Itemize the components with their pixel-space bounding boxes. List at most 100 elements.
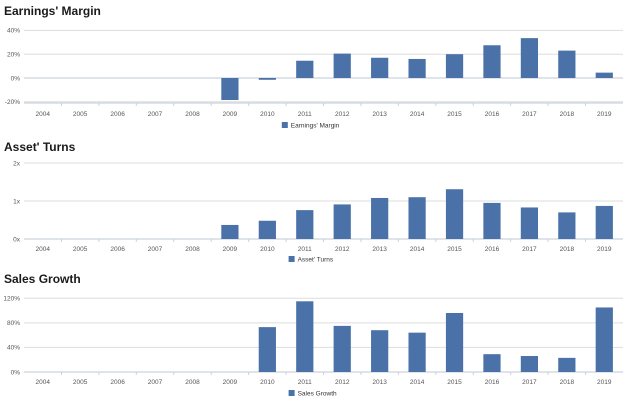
x-tick-label: 2011 [298, 246, 312, 253]
bar-2014 [408, 197, 426, 239]
bar-2014 [408, 58, 426, 78]
bar-2012 [333, 204, 351, 239]
sales-growth-panel: Sales Growth 0% 40% 80% 120% 2004 2005 2006 200… [0, 272, 628, 403]
bar-2017 [520, 38, 539, 78]
x-tick-label: 2016 [485, 246, 500, 253]
x-tick-label: 2008 [185, 379, 200, 386]
x-tick-label: 2018 [560, 246, 575, 253]
bar-2015 [445, 312, 464, 372]
bar-2016 [483, 202, 501, 239]
x-tick-label: 2013 [372, 246, 387, 253]
x-tick-label: 2007 [148, 379, 163, 386]
bar-2017 [520, 356, 539, 372]
legend-label: Sales Growth [298, 391, 337, 398]
y-tick-label: 40% [7, 345, 20, 352]
x-tick-label: 2007 [148, 111, 163, 118]
x-tick-label: 2004 [35, 111, 50, 118]
asset-turns-chart: 0x 1x 2x 2004 2005 2006 2007 2008 2009 2010 2011 20… [13, 160, 623, 264]
x-tick-label: 2009 [223, 246, 238, 253]
x-tick-label: 2018 [560, 111, 575, 118]
bar-2019 [595, 307, 613, 372]
earnings-margin-chart: -20% 0% 20% 40% 2004 2005 2006 2007 2008 2009 2010… [5, 28, 623, 130]
bar-2012 [333, 53, 351, 78]
legend-swatch [288, 256, 295, 262]
bar-2013 [371, 57, 389, 78]
bar-2012 [333, 325, 351, 372]
x-tick-label: 2009 [223, 379, 238, 386]
x-tick-label: 2012 [335, 379, 350, 386]
x-tick-label: 2008 [185, 246, 200, 253]
x-tick-label: 2017 [522, 379, 537, 386]
x-tick-label: 2014 [410, 246, 425, 253]
bar-2009 [221, 78, 239, 101]
earnings-margin-panel: Earnings' Margin -20% 0% 20% 40% 2004 2005 200… [0, 4, 628, 130]
x-tick-label: 2019 [597, 111, 612, 118]
legend-label: Earnings' Margin [291, 123, 340, 130]
bar-2019 [595, 205, 613, 239]
asset-turns-panel: Asset' Turns 0x 1x 2x 2004 2005 2006 2007 2008 2… [0, 140, 628, 268]
sales-growth-chart: 0% 40% 80% 120% 2004 2005 2006 2007 2008 2009 2010… [3, 296, 623, 398]
x-tick-label: 2015 [447, 246, 462, 253]
x-tick-label: 2015 [447, 111, 462, 118]
bar-2010 [258, 220, 276, 239]
x-tick-label: 2015 [447, 379, 462, 386]
x-tick-label: 2014 [410, 379, 425, 386]
x-tick-label: 2010 [260, 246, 275, 253]
asset-turns-title: Asset' Turns [4, 140, 76, 154]
x-tick-label: 2007 [148, 246, 163, 253]
bar-2014 [408, 332, 426, 372]
x-tick-label: 2006 [110, 379, 125, 386]
y-tick-label: 0% [11, 369, 21, 376]
bar-2016 [483, 45, 501, 78]
x-tick-label: 2010 [260, 111, 275, 118]
legend-swatch [288, 390, 295, 396]
bar-2011 [296, 301, 314, 372]
x-tick-label: 2010 [260, 379, 275, 386]
y-tick-label: 120% [3, 296, 20, 303]
x-tick-label: 2013 [372, 379, 387, 386]
x-tick-label: 2011 [298, 111, 312, 118]
x-tick-label: 2016 [485, 379, 500, 386]
x-tick-label: 2019 [597, 379, 612, 386]
x-tick-label: 2019 [597, 246, 612, 253]
bar-2010 [258, 327, 276, 372]
bar-2015 [445, 54, 464, 78]
x-tick-label: 2006 [110, 111, 125, 118]
x-tick-label: 2017 [522, 246, 537, 253]
x-tick-label: 2011 [298, 379, 312, 386]
bar-2016 [483, 354, 501, 372]
y-tick-label: 80% [7, 320, 20, 327]
legend-swatch [281, 122, 288, 128]
y-tick-label: -20% [5, 99, 20, 106]
bar-2011 [296, 60, 314, 78]
x-tick-label: 2004 [35, 246, 50, 253]
x-tick-label: 2013 [372, 111, 387, 118]
y-tick-label: 2x [13, 160, 21, 167]
bar-2015 [445, 189, 464, 239]
y-tick-label: 0% [11, 75, 21, 82]
x-tick-label: 2005 [73, 111, 88, 118]
x-tick-label: 2005 [73, 246, 88, 253]
y-tick-label: 20% [7, 51, 20, 58]
bar-2009 [221, 224, 239, 239]
x-tick-label: 2009 [223, 111, 238, 118]
legend-label: Asset' Turns [298, 257, 334, 264]
bar-2013 [371, 330, 389, 372]
bar-2018 [558, 212, 576, 239]
bar-2018 [558, 50, 576, 78]
x-tick-label: 2005 [73, 379, 88, 386]
y-tick-label: 1x [13, 198, 21, 205]
y-tick-label: 0x [13, 236, 21, 243]
y-tick-label: 40% [7, 28, 20, 35]
x-tick-label: 2014 [410, 111, 425, 118]
x-tick-label: 2006 [110, 246, 125, 253]
bar-2017 [520, 207, 539, 239]
sales-growth-title: Sales Growth [4, 272, 81, 286]
bar-2019 [595, 72, 613, 78]
x-tick-label: 2012 [335, 111, 350, 118]
bar-2018 [558, 357, 576, 372]
x-tick-label: 2012 [335, 246, 350, 253]
x-tick-label: 2017 [522, 111, 537, 118]
earnings-margin-title: Earnings' Margin [4, 4, 101, 18]
